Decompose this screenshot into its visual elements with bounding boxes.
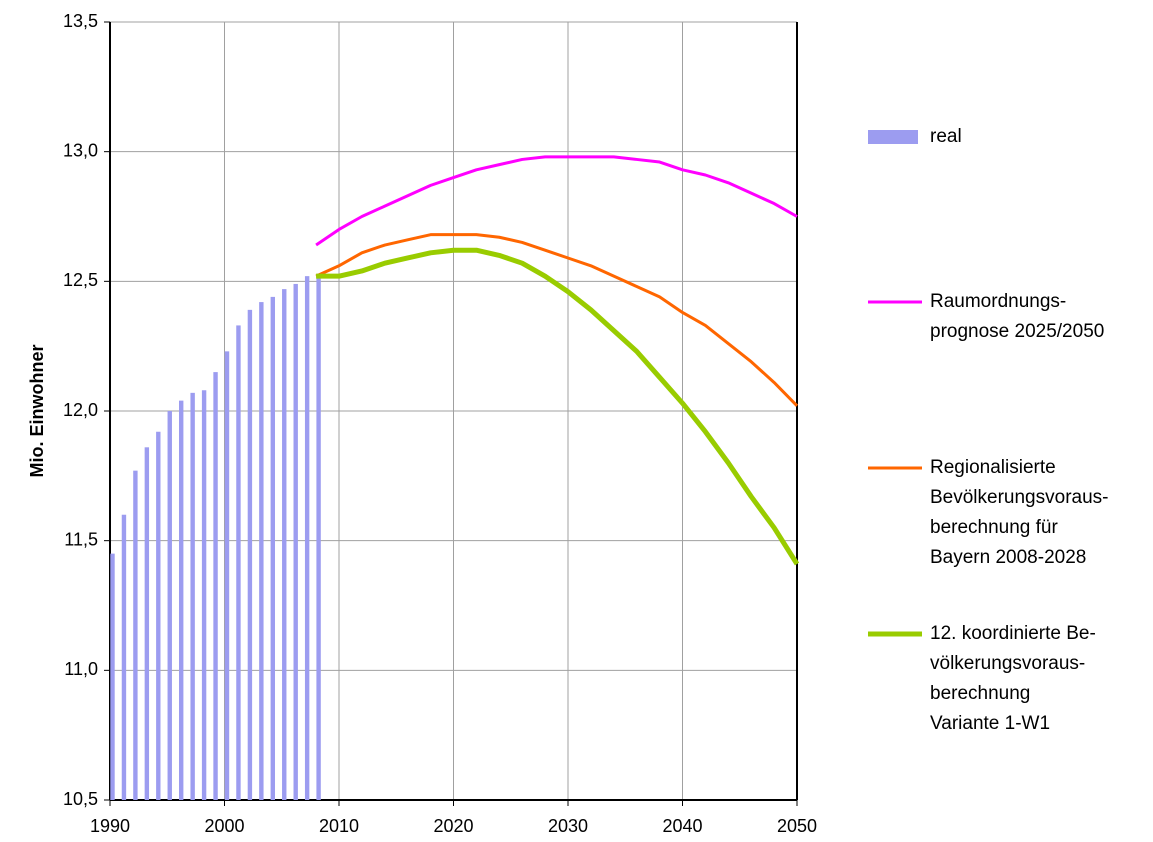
bar <box>247 309 253 800</box>
y-tick-label: 10,5 <box>63 789 98 809</box>
bar <box>224 351 230 800</box>
x-tick-label: 2050 <box>777 816 817 836</box>
y-axis-label: Mio. Einwohner <box>27 345 47 478</box>
x-tick-label: 2010 <box>319 816 359 836</box>
x-tick-label: 1990 <box>90 816 130 836</box>
y-tick-label: 12,5 <box>63 270 98 290</box>
bar <box>144 447 150 800</box>
legend-swatch <box>868 130 918 144</box>
bar <box>121 514 127 800</box>
bar <box>236 325 241 800</box>
bar <box>270 296 275 800</box>
y-tick-label: 11,0 <box>64 659 98 679</box>
bar <box>282 289 287 800</box>
bar <box>316 276 321 800</box>
y-tick-label: 11,5 <box>64 529 98 549</box>
bar <box>110 553 115 800</box>
bar <box>167 411 172 800</box>
bar <box>190 392 195 800</box>
line <box>316 247 800 566</box>
bar <box>179 400 184 800</box>
bar <box>201 390 207 800</box>
x-tick-label: 2030 <box>548 816 588 836</box>
legend-label: Regionalisierte Bevölkerungsvoraus- bere… <box>930 457 1109 568</box>
x-tick-label: 2000 <box>204 816 244 836</box>
line <box>315 155 798 247</box>
bar <box>133 470 138 800</box>
legend-label: 12. koordinierte Be- völkerungsvoraus- b… <box>930 623 1096 734</box>
x-tick-label: 2020 <box>433 816 473 836</box>
bar <box>304 276 310 800</box>
bar <box>213 372 218 800</box>
y-tick-label: 13,5 <box>63 11 98 31</box>
legend-label: real <box>930 126 962 147</box>
bar <box>259 302 264 800</box>
y-tick-label: 12,0 <box>63 400 98 420</box>
bar <box>293 283 298 801</box>
x-tick-label: 2040 <box>662 816 702 836</box>
legend-label: Raumordnungs- prognose 2025/2050 <box>930 291 1105 342</box>
bar <box>156 431 161 800</box>
line <box>315 233 799 407</box>
y-tick-label: 13,0 <box>63 140 98 160</box>
